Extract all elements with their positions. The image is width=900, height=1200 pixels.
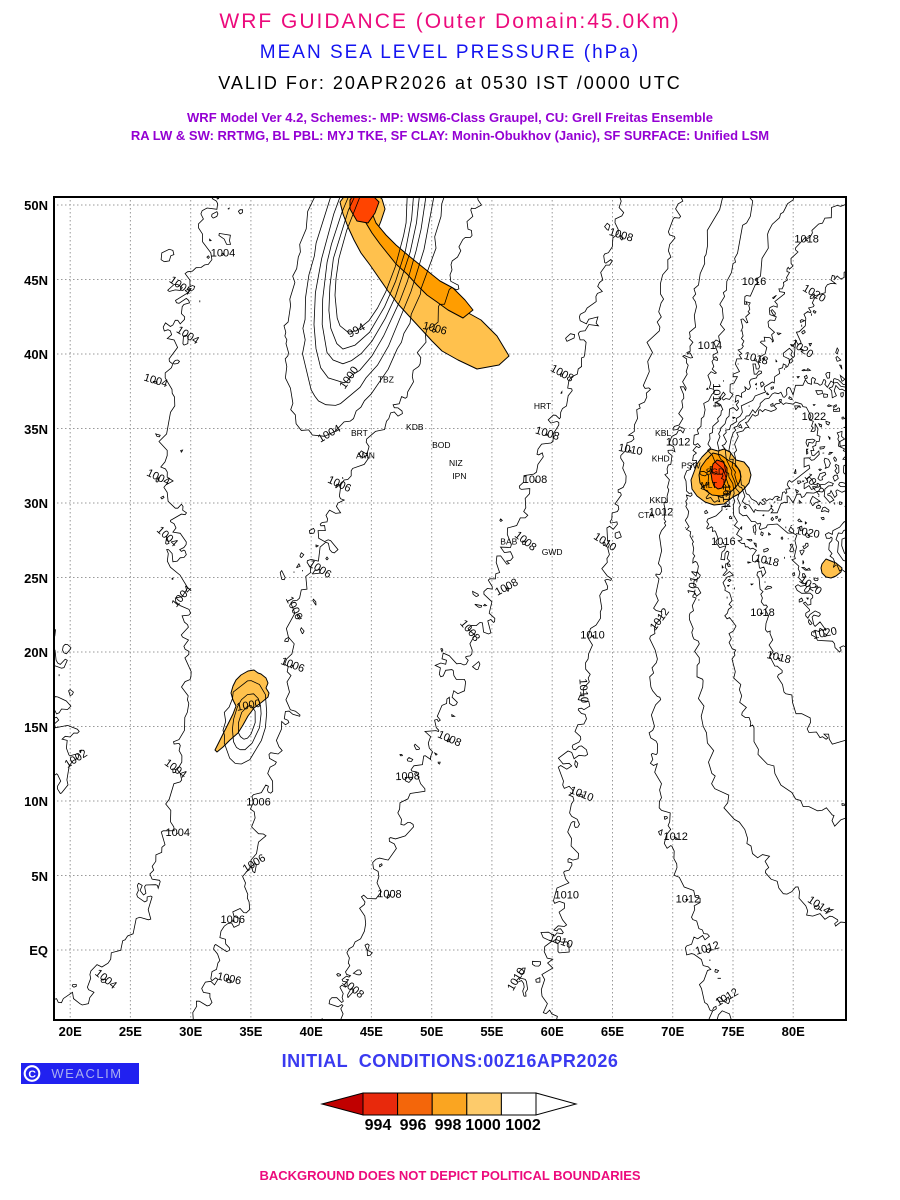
svg-text:BRT: BRT: [351, 428, 368, 438]
svg-text:1022: 1022: [802, 411, 826, 423]
svg-text:1000: 1000: [337, 364, 361, 391]
svg-text:1004: 1004: [92, 967, 119, 992]
svg-text:1008: 1008: [608, 226, 635, 245]
svg-text:1010: 1010: [580, 630, 604, 642]
svg-text:CTA: CTA: [638, 510, 655, 520]
svg-text:KHD: KHD: [652, 453, 670, 463]
svg-text:1020: 1020: [797, 574, 824, 598]
svg-text:1008: 1008: [339, 976, 366, 1001]
svg-text:IPN: IPN: [452, 471, 466, 481]
svg-text:1008: 1008: [523, 474, 547, 486]
svg-text:1010: 1010: [617, 442, 643, 458]
svg-text:1008: 1008: [436, 729, 463, 750]
svg-text:1022: 1022: [802, 471, 827, 498]
svg-text:1004: 1004: [145, 467, 172, 488]
svg-text:1004: 1004: [166, 827, 190, 839]
svg-text:BAB: BAB: [500, 537, 517, 547]
svg-text:1016: 1016: [711, 536, 735, 548]
svg-text:1002: 1002: [63, 748, 90, 771]
svg-text:1018: 1018: [765, 649, 792, 666]
svg-text:1008: 1008: [548, 363, 575, 385]
svg-text:KDB: KDB: [406, 422, 424, 432]
svg-text:1010: 1010: [547, 932, 574, 952]
svg-text:1008: 1008: [457, 618, 482, 644]
svg-text:1006: 1006: [283, 595, 305, 622]
svg-text:1012: 1012: [676, 893, 700, 905]
svg-text:KBL: KBL: [655, 428, 671, 438]
svg-text:1014: 1014: [720, 484, 732, 508]
svg-text:1008: 1008: [377, 888, 402, 901]
svg-text:1016: 1016: [742, 276, 766, 288]
svg-text:1020: 1020: [794, 525, 820, 541]
svg-text:1012: 1012: [648, 606, 672, 633]
svg-text:1014: 1014: [686, 569, 703, 595]
svg-text:1010: 1010: [555, 889, 579, 901]
svg-text:AMN: AMN: [356, 450, 375, 460]
svg-text:1006: 1006: [216, 970, 243, 987]
svg-text:1006: 1006: [246, 797, 270, 809]
svg-text:TBZ: TBZ: [378, 374, 394, 384]
svg-text:1006: 1006: [279, 655, 306, 675]
svg-text:PSW: PSW: [681, 461, 700, 471]
svg-text:1004: 1004: [211, 247, 235, 259]
svg-text:1006: 1006: [221, 914, 245, 926]
svg-text:1018: 1018: [794, 233, 818, 245]
svg-text:1004: 1004: [316, 423, 343, 446]
svg-text:1012: 1012: [666, 437, 690, 449]
svg-text:1012: 1012: [663, 831, 687, 843]
svg-text:1020: 1020: [812, 625, 838, 642]
svg-text:1008: 1008: [534, 424, 561, 443]
svg-text:1004: 1004: [162, 757, 189, 781]
svg-text:1012: 1012: [694, 939, 721, 957]
svg-text:NIZ: NIZ: [449, 458, 463, 468]
svg-text:1020: 1020: [800, 282, 827, 305]
svg-text:1010: 1010: [591, 531, 618, 554]
svg-text:1018: 1018: [754, 553, 781, 570]
svg-text:1014: 1014: [710, 383, 722, 407]
svg-text:GWD: GWD: [542, 547, 563, 557]
svg-text:1008: 1008: [395, 770, 420, 783]
svg-text:MLT: MLT: [701, 480, 717, 490]
svg-text:1018: 1018: [750, 607, 774, 619]
svg-text:HRT: HRT: [534, 401, 551, 411]
svg-text:SGD: SGD: [706, 467, 724, 477]
svg-text:1014: 1014: [698, 340, 722, 352]
svg-text:1010: 1010: [576, 678, 590, 703]
svg-text:KKD: KKD: [649, 495, 666, 505]
svg-text:1004: 1004: [167, 274, 194, 298]
svg-text:1006: 1006: [241, 852, 268, 875]
svg-text:1008: 1008: [493, 576, 520, 598]
svg-text:1006: 1006: [326, 474, 353, 495]
svg-text:BOD: BOD: [432, 440, 450, 450]
svg-text:1012: 1012: [713, 986, 740, 1009]
